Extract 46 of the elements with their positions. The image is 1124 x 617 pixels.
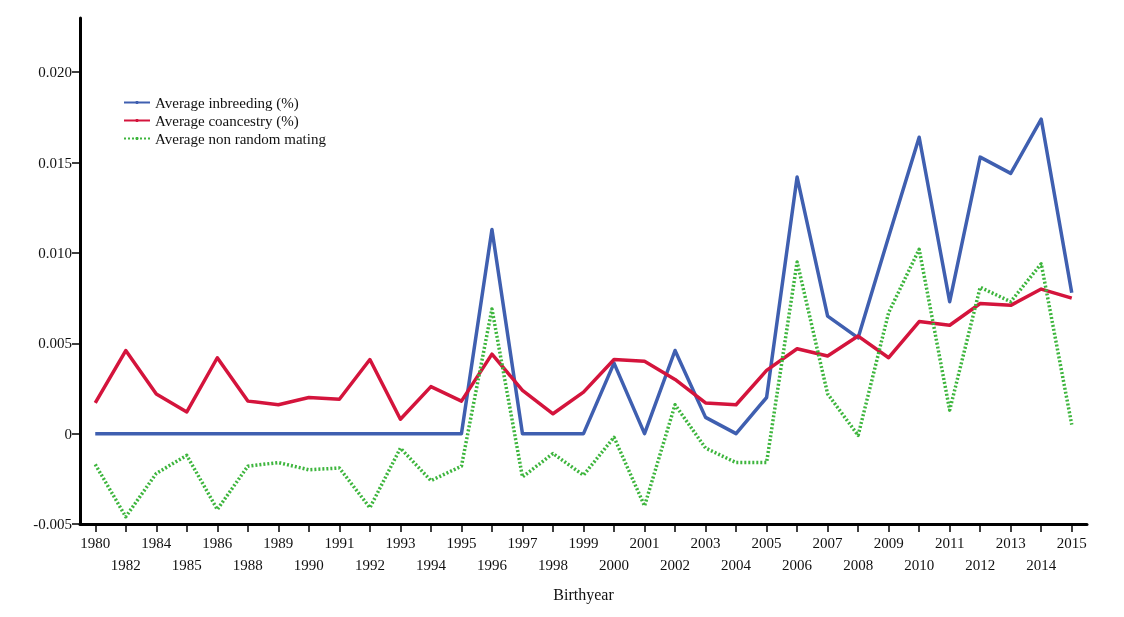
x-tick-label: 2007 [812, 535, 844, 551]
x-tick-label: 1990 [293, 557, 324, 573]
legend-label: Average non random mating [155, 130, 327, 147]
x-tick-label: 1986 [202, 535, 233, 551]
x-tick-label: 1984 [141, 535, 172, 551]
x-tick-label: 1993 [385, 535, 416, 551]
y-tick-label: 0.005 [38, 335, 72, 352]
line-series [93, 287, 1074, 421]
legend-label: Average inbreeding (%) [155, 94, 299, 112]
y-tick-label: 0 [64, 425, 72, 442]
x-axis-title: Birthyear [553, 585, 615, 604]
x-tick-label: 2012 [965, 557, 996, 573]
x-tick-label: 1994 [415, 557, 447, 573]
x-tick-label: 2008 [843, 557, 874, 573]
x-tick-label: 2014 [1026, 557, 1057, 573]
x-tick-label: 1997 [507, 535, 538, 551]
x-tick-label: 1988 [232, 557, 263, 573]
x-tick-label: 2009 [873, 535, 904, 551]
x-tick-label: 2006 [782, 557, 813, 573]
x-tick-label: 2010 [904, 557, 935, 573]
y-tick-label: 0.015 [38, 154, 72, 171]
x-tick-label: 2015 [1056, 535, 1087, 551]
x-tick-label: 1982 [110, 557, 141, 573]
x-tick-label: 1991 [324, 535, 355, 551]
x-tick-label: 1992 [354, 557, 385, 573]
y-tick-label: -0.005 [33, 516, 72, 532]
x-tick-label: 1996 [476, 557, 508, 573]
x-tick-label: 1999 [568, 535, 599, 551]
x-tick-label: 2001 [629, 535, 660, 551]
y-tick-label: 0.010 [38, 244, 72, 261]
x-tick-label: 1998 [537, 557, 568, 573]
x-tick-label: 1980 [80, 535, 111, 551]
line-series [93, 247, 1074, 519]
x-tick-label: 2013 [995, 535, 1026, 551]
x-tick-label: 1989 [263, 535, 294, 551]
x-tick-label: 1995 [446, 535, 477, 551]
x-tick-label: 2005 [751, 535, 782, 551]
x-tick-label: 1985 [171, 557, 202, 573]
x-tick-label: 2004 [721, 557, 752, 573]
x-tick-label: 2003 [690, 535, 721, 551]
x-tick-label: 2000 [599, 557, 630, 573]
y-tick-label: 0.020 [38, 64, 72, 81]
line-series [93, 117, 1074, 436]
x-tick-label: 2002 [660, 557, 691, 573]
x-tick-label: 2011 [934, 535, 965, 551]
legend-label: Average coancestry (%) [155, 112, 299, 130]
